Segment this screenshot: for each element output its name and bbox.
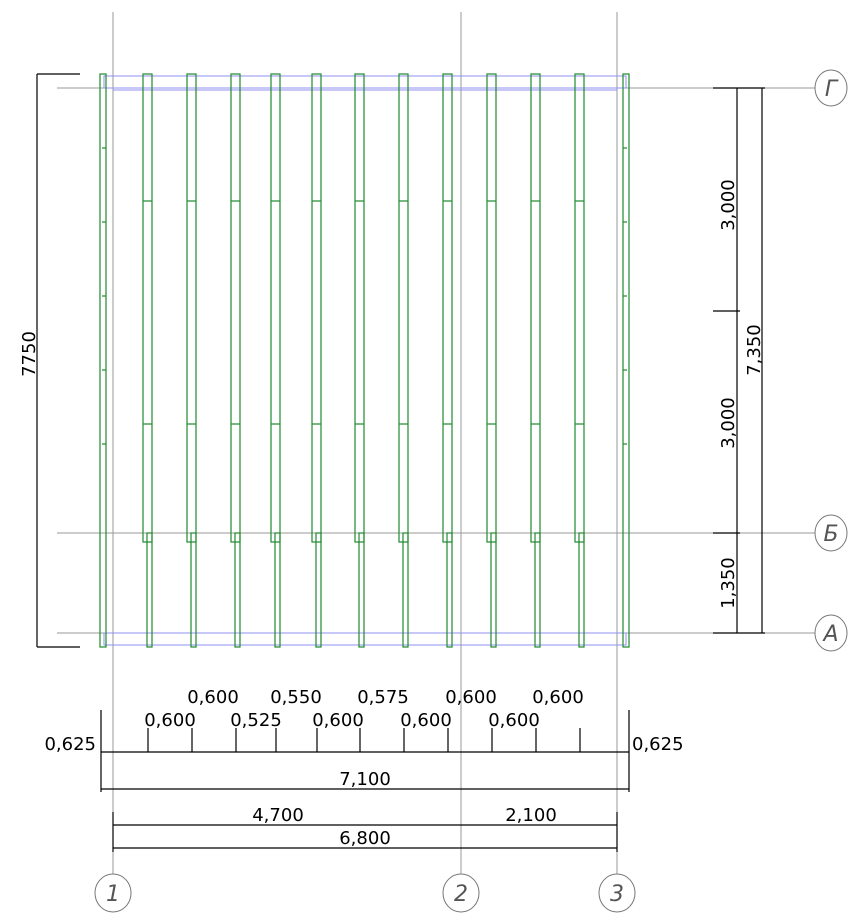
upper-spacing-label-1: 0,600 [187, 687, 239, 708]
axis-1-2-label: 4,700 [252, 805, 304, 826]
overall-height-label: 7750 [19, 331, 40, 377]
axis-bubbles-vertical [94, 873, 636, 913]
beam-3-lower [234, 532, 241, 648]
beam-7-upper [398, 73, 409, 543]
beam-7-lower [402, 532, 409, 648]
axis-dimension-chain [112, 812, 618, 852]
upper-spacing-label-3: 0,575 [357, 687, 409, 708]
axis-2-3-label: 2,100 [505, 805, 557, 826]
beam-6-upper [354, 73, 365, 543]
left-height-dimension [36, 73, 80, 648]
axis-1-3-label: 6,800 [339, 828, 391, 849]
floor-outline [103, 75, 627, 646]
axis-label-2: 2 [454, 882, 468, 907]
axis-bubble-g [814, 69, 848, 107]
lower-spacing-label-1: 0,600 [144, 710, 196, 731]
axis-label-g: Г [825, 77, 839, 102]
axis-label-3: 3 [610, 882, 624, 907]
overall-width-label: 7,100 [339, 769, 391, 790]
axis-grid [57, 12, 815, 878]
axis-label-b: Б [823, 522, 838, 547]
upper-spacing-label-2: 0,550 [270, 687, 322, 708]
axis-bubble-b [814, 514, 848, 552]
beam-11-lower [578, 532, 585, 648]
right-dimension-chain [713, 87, 765, 634]
beam-2-upper [186, 73, 197, 543]
beam-1-upper [142, 73, 153, 543]
beam-11-upper [574, 73, 585, 543]
axis-bubbles-horizontal [814, 69, 848, 652]
axis-bubble-2 [442, 873, 480, 913]
axis-label-a: А [821, 622, 838, 647]
right-total-label: 7,350 [744, 324, 765, 376]
beam-4-lower [274, 532, 281, 648]
beam-1-lower [146, 532, 153, 648]
beam-6-lower [358, 532, 365, 648]
beam-9-lower [490, 532, 497, 648]
lower-spacing-label-5: 0,600 [488, 710, 540, 731]
beam-10-lower [534, 532, 541, 648]
beam-4-upper [270, 73, 281, 543]
lower-spacing-label-4: 0,600 [400, 710, 452, 731]
bottom-spacing-chain [100, 710, 630, 792]
outline-bottom-band [103, 632, 627, 646]
beam-ticks [102, 147, 627, 445]
axis-bubble-3 [598, 873, 636, 913]
upper-spacing-label-4: 0,600 [445, 687, 497, 708]
outline-top-band [103, 75, 627, 89]
lower-spacing-label-2: 0,525 [230, 710, 282, 731]
beam-2-lower [190, 532, 197, 648]
right-segment-3-label: 1,350 [718, 557, 739, 609]
beams [99, 73, 630, 648]
beam-3-upper [230, 73, 241, 543]
upper-spacing-label-5: 0,600 [532, 687, 584, 708]
beam-5-upper [311, 73, 322, 543]
axis-label-1: 1 [106, 882, 120, 907]
right-segment-1-label: 3,000 [718, 179, 739, 231]
axis-bubble-a [814, 614, 848, 652]
beam-5-lower [315, 532, 322, 648]
beam-8-lower [446, 532, 453, 648]
axis-bubble-1 [94, 873, 132, 913]
beam-10-upper [530, 73, 541, 543]
right-segment-2-label: 3,000 [718, 397, 739, 449]
beam-9-upper [486, 73, 497, 543]
edge-beam-left [99, 73, 107, 648]
beam-8-upper [442, 73, 453, 543]
lower-spacing-label-3: 0,600 [312, 710, 364, 731]
edge-beam-right [622, 73, 630, 648]
edge-left-label: 0,625 [44, 734, 96, 755]
edge-right-label: 0,625 [632, 734, 684, 755]
